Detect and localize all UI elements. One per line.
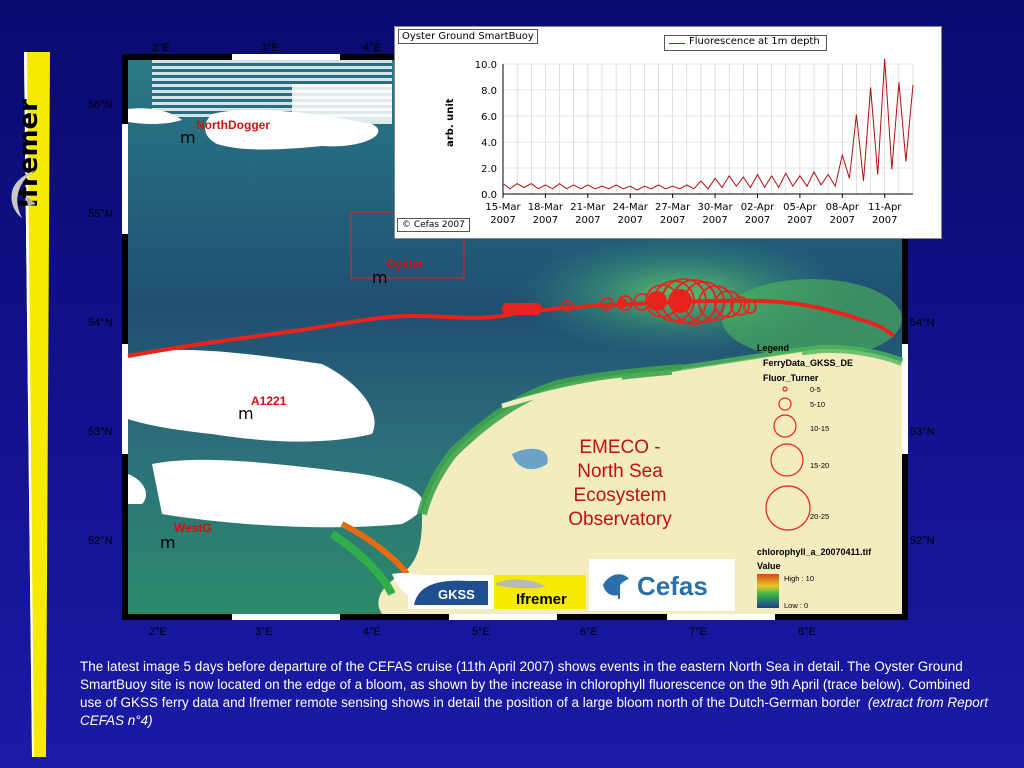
y-tick-label: 10.0	[475, 60, 497, 71]
chart-legend-swatch	[669, 43, 685, 44]
legend-high: High : 10	[784, 574, 815, 583]
lat-label-left: 55°N	[88, 208, 113, 220]
lat-label-left: 54°N	[88, 317, 113, 329]
y-tick-label: 0.0	[481, 190, 497, 201]
site-label-oyster: Oyster	[386, 257, 425, 271]
legend-class: 15-20	[810, 461, 830, 470]
legend-class: 5-10	[810, 400, 826, 409]
x-tick-label: 11-Apr	[868, 202, 902, 213]
site-label-northdogger: NorthDogger	[196, 118, 270, 132]
lon-label-bottom: 7°E	[689, 626, 707, 638]
svg-text:Cefas: Cefas	[637, 571, 708, 601]
lon-label-bottom: 4°E	[363, 626, 381, 638]
y-axis-label: arb. unit	[445, 98, 456, 147]
site-marker-northdogger: m	[180, 128, 196, 147]
lat-label-left: 56°N	[88, 99, 113, 111]
observatory-title-line: Observatory	[568, 509, 672, 530]
lat-label-right: 54°N	[910, 317, 935, 329]
lat-label-left: 52°N	[88, 535, 113, 547]
lat-label-left: 53°N	[88, 426, 113, 438]
site-label-westg: WestG	[174, 521, 212, 535]
chart-credit: © Cefas 2007	[397, 218, 470, 232]
x-tick-label: 02-Apr	[741, 202, 775, 213]
legend-class: 20-25	[810, 512, 830, 521]
lat-label-right: 53°N	[910, 426, 935, 438]
fish-icon	[6, 168, 40, 220]
series-line	[502, 58, 914, 191]
x-tick-label: 2007	[533, 215, 558, 226]
y-tick-label: 6.0	[481, 112, 497, 123]
lon-label-bottom: 6°E	[580, 626, 598, 638]
x-tick-label: 2007	[702, 215, 727, 226]
legend-raster-name: chlorophyll_a_20070411.tif	[757, 547, 872, 557]
x-tick-label: 2007	[872, 215, 897, 226]
ifremer-logo: Ifremer	[494, 575, 586, 609]
x-tick-label: 24-Mar	[613, 202, 649, 213]
chart-legend: Fluorescence at 1m depth	[664, 35, 827, 51]
y-tick-label: 8.0	[481, 86, 497, 97]
observatory-title: EMECO - North Sea Ecosystem Observatory	[540, 436, 700, 532]
gkss-logo: GKSS	[408, 575, 496, 609]
x-tick-label: 2007	[618, 215, 643, 226]
lon-label-bottom: 8°E	[798, 626, 816, 638]
x-tick-label: 2007	[787, 215, 812, 226]
observatory-title-line: Ecosystem	[573, 485, 667, 506]
cefas-logo: Cefas	[589, 559, 735, 611]
legend-raster-value: Value	[757, 561, 781, 571]
x-tick-label: 08-Apr	[826, 202, 860, 213]
x-tick-label: 2007	[745, 215, 770, 226]
x-tick-label: 18-Mar	[528, 202, 564, 213]
smartbuoy-chart: Oyster Ground SmartBuoy Fluorescence at …	[394, 26, 942, 239]
caption-citation: (extract from Report CEFAS n°4)	[80, 695, 988, 728]
lon-label-bottom: 5°E	[472, 626, 490, 638]
x-tick-label: 27-Mar	[655, 202, 691, 213]
site-label-a1221: A1221	[251, 394, 287, 408]
lon-label-bottom: 2°E	[149, 626, 167, 638]
observatory-title-line: EMECO -	[579, 437, 661, 458]
legend-class: 0-5	[810, 385, 821, 394]
legend-low: Low : 0	[784, 601, 809, 610]
ifremer-side-bar	[24, 52, 50, 757]
observatory-title-line: North Sea	[577, 461, 663, 482]
legend-layer: FerryData_GKSS_DE	[763, 358, 854, 368]
site-marker-westg: m	[160, 533, 176, 552]
x-tick-label: 2007	[575, 215, 600, 226]
chart-plot: 0.0 2.0 4.0 6.0 8.0 10.0 arb. unit 15-Mar 2007 18…	[445, 58, 914, 226]
lat-label-right: 52°N	[910, 535, 935, 547]
chart-title: Oyster Ground SmartBuoy	[398, 29, 538, 44]
x-tick-label: 2007	[490, 215, 515, 226]
x-tick-label: 21-Mar	[570, 202, 606, 213]
legend-class: 10-15	[810, 424, 830, 433]
site-marker-oyster: m	[372, 268, 388, 287]
x-tick-label: 05-Apr	[783, 202, 817, 213]
svg-text:Ifremer: Ifremer	[516, 591, 567, 608]
caption-text: The latest image 5 days before departure…	[80, 659, 970, 710]
lon-label-top: 4°E	[363, 42, 381, 54]
chlorophyll-colour-scale	[757, 574, 779, 608]
lon-label-top: 3°E	[261, 42, 279, 54]
x-tick-label: 30-Mar	[697, 202, 733, 213]
chart-legend-label: Fluorescence at 1m depth	[689, 36, 820, 47]
lon-label-bottom: 3°E	[255, 626, 273, 638]
x-tick-label: 15-Mar	[485, 202, 521, 213]
svg-text:GKSS: GKSS	[438, 587, 475, 602]
ifremer-side-logo: Ifremer	[14, 40, 124, 208]
legend-title: Legend	[757, 343, 790, 353]
x-tick-label: 2007	[830, 215, 855, 226]
y-tick-label: 2.0	[481, 164, 497, 175]
legend-field: Fluor_Turner	[763, 373, 819, 383]
lon-label-top: 2°E	[152, 42, 170, 54]
x-tick-label: 2007	[660, 215, 685, 226]
caption: The latest image 5 days before departure…	[80, 658, 990, 730]
site-marker-a1221: m	[238, 404, 254, 423]
y-tick-label: 4.0	[481, 138, 497, 149]
